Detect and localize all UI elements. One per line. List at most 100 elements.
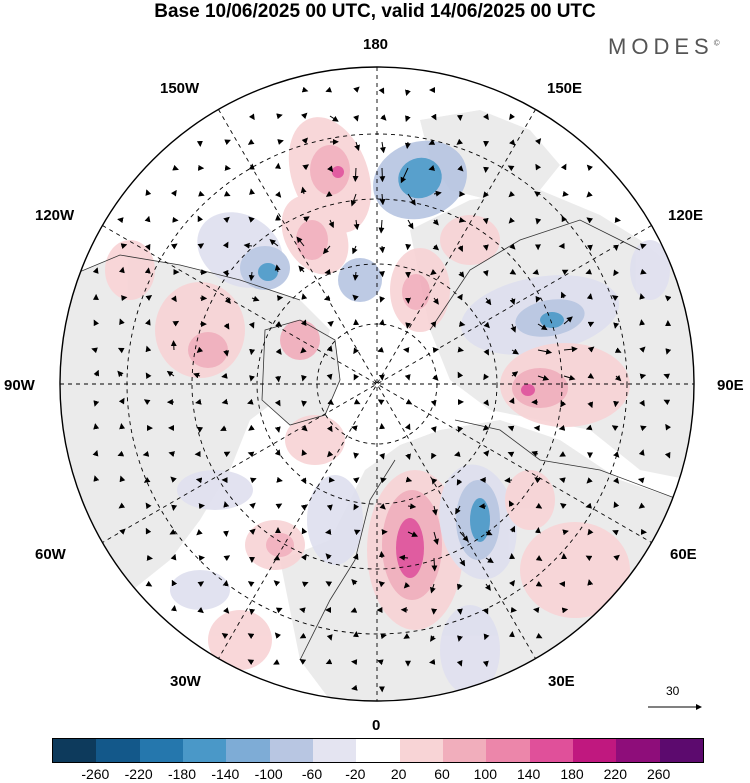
colorbar-swatch-4 [226,739,270,762]
wind-vector-233 [405,398,413,405]
wind-vector-134 [224,297,231,304]
wind-vector-388 [535,580,543,587]
wind-vector-100 [482,244,489,251]
wind-vector-258 [457,425,464,433]
wind-vector-58 [407,193,416,206]
wind-vector-279 [405,453,411,461]
wind-vector-319 [300,504,307,511]
wind-vector-367 [485,557,494,564]
wind-vector-408 [247,633,255,640]
lon-label-60w: 60W [35,546,66,563]
wind-vector-165 [430,321,437,328]
wind-vector-232 [377,399,385,406]
wind-vector-373 [145,580,153,587]
wind-vector-170 [563,316,573,325]
colorbar-swatch-8 [399,739,443,762]
colorbar-swatch-0 [53,739,97,762]
wind-vector-171 [587,321,595,328]
wind-vector-157 [223,322,230,330]
wind-vector-112 [222,269,229,277]
wind-vector-153 [119,318,125,326]
anomaly-contour-34 [440,605,500,695]
wind-vector-234 [430,399,437,407]
colorbar-tick-label: -260 [81,766,110,782]
wind-vector-322 [379,503,386,510]
wind-vector-253 [326,425,333,433]
colorbar-swatch-11 [529,739,573,762]
wind-vector-168 [510,323,517,333]
wind-vector-128 [640,268,647,275]
wind-vector-149 [611,295,619,302]
lon-label-90e: 90E [717,377,744,394]
wind-vector-39 [379,167,386,183]
wind-vector-390 [587,579,594,586]
wind-vector-139 [352,294,359,301]
colorbar-swatch-6 [312,739,357,762]
colorbar-swatch-14 [659,739,703,762]
wind-vector-20 [277,139,284,145]
wind-vector-166 [458,320,466,327]
wind-vector-251 [274,426,281,433]
wind-vector-301 [380,477,387,484]
wind-vector-151 [664,295,672,302]
wind-vector-204 [249,375,255,382]
wind-vector-414 [403,633,411,639]
wind-vector-19 [247,138,255,145]
wind-vector-396 [299,607,306,614]
wind-vector-8 [301,112,308,119]
wind-vector-93 [296,236,305,247]
wind-vector-105 [612,244,619,251]
wind-vector-50 [198,190,205,197]
wind-vector-218 [614,374,622,382]
colorbar-swatch-9 [442,739,487,762]
wind-vector-417 [483,633,490,641]
wind-vector-346 [459,531,469,542]
wind-vector-335 [169,528,177,535]
colorbar-tick-label: -220 [124,766,153,782]
wind-vector-219 [639,373,647,380]
wind-vector-25 [404,141,411,149]
wind-vector-277 [353,452,360,459]
wind-vector-239 [560,400,567,408]
anomaly-contour-25 [470,498,490,542]
wind-vector-420 [247,659,255,666]
anomaly-contour-19 [521,384,535,396]
wind-vector-179 [196,346,204,353]
colorbar-tick-label: -20 [345,766,366,782]
wind-vector-243 [663,399,671,406]
map-boundary [59,66,695,702]
wind-vector-53 [275,191,282,198]
wind-vector-118 [378,270,385,278]
wind-vector-71 [248,216,255,223]
wind-vector-6 [248,113,255,121]
wind-vector-57 [379,193,386,206]
wind-vector-415 [430,635,436,642]
wind-vector-108 [118,266,125,274]
wind-vector-289 [664,451,671,459]
lat-lon-grid [60,67,694,701]
meridian-line-2 [218,109,536,659]
wind-vector-329 [559,503,567,509]
meridian-line-1 [102,225,652,543]
wind-vector-375 [197,581,205,588]
wind-vector-430 [351,684,358,691]
wind-vector-144 [485,297,492,306]
wind-vector-96 [379,245,386,254]
wind-vector-283 [507,451,515,458]
anomaly-contour-11 [188,332,228,368]
wind-vector-386 [484,583,491,591]
wind-vector-211 [432,374,439,381]
wind-vector-66 [117,217,124,224]
wind-vector-244 [93,423,100,430]
wind-vector-241 [613,400,620,408]
wind-vector-378 [273,580,281,587]
wind-vector-187 [403,347,410,354]
wind-vector-267 [92,449,99,457]
colorbar-swatch-13 [616,739,660,762]
wind-vector-357 [223,555,231,562]
wind-vector-254 [351,425,358,432]
wind-vector-413 [380,633,387,640]
wind-vector-80 [482,217,489,225]
wind-vector-213 [483,373,490,381]
wind-vector-199 [117,370,124,378]
